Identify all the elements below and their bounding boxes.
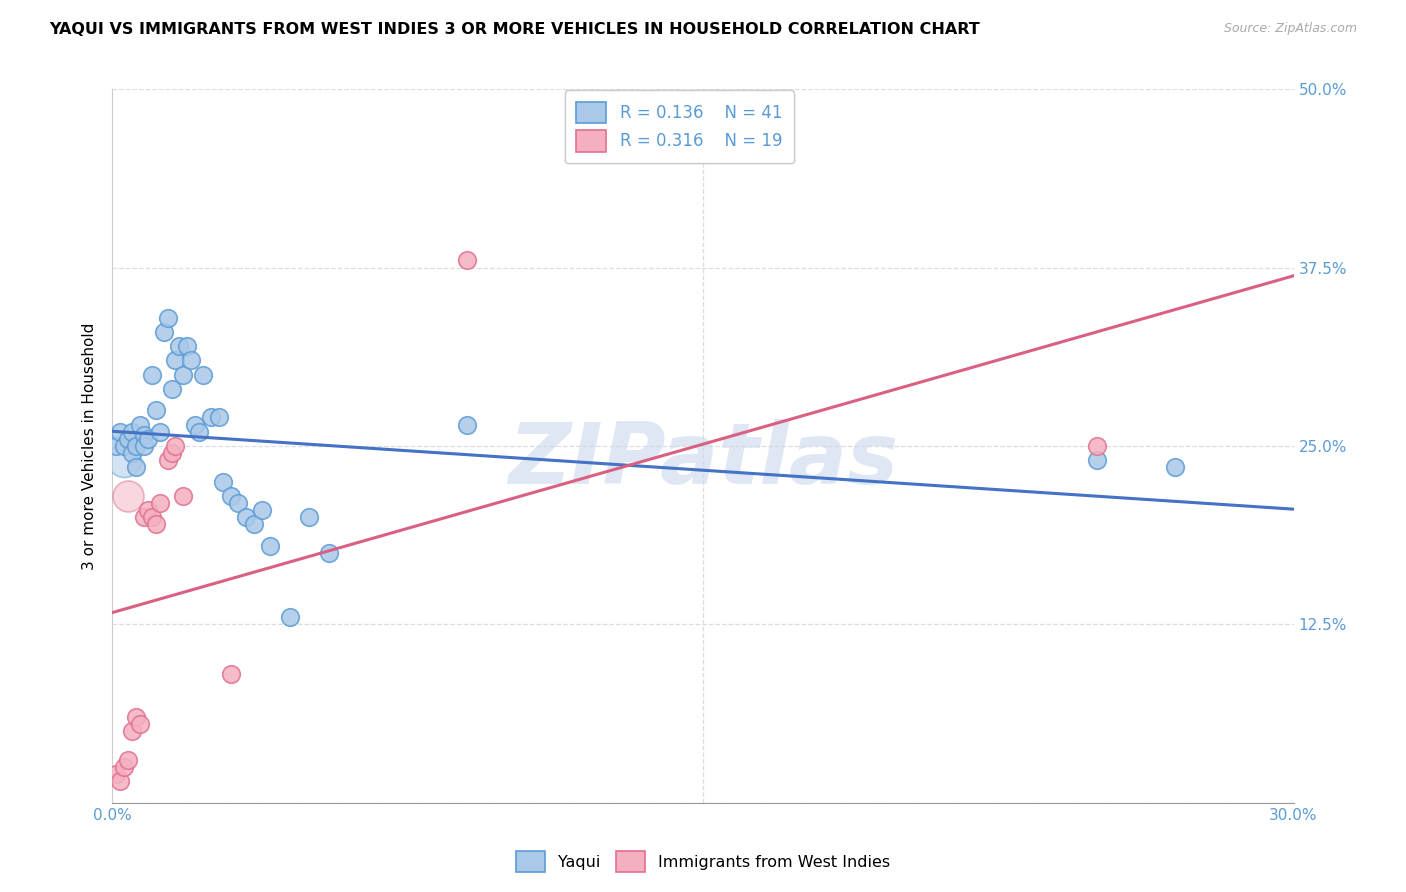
Point [235, 510, 257, 524]
Point [121, 446, 143, 460]
Point [278, 610, 301, 624]
Point [132, 510, 155, 524]
Point [298, 510, 321, 524]
Point [318, 546, 340, 560]
Point [219, 667, 242, 681]
Legend: R = 0.136    N = 41, R = 0.316    N = 19: R = 0.136 N = 41, R = 0.316 N = 19 [565, 90, 794, 163]
Point [125, 460, 148, 475]
Point [117, 489, 139, 503]
Point [121, 724, 143, 739]
Point [250, 503, 273, 517]
Point [132, 427, 155, 442]
Point [188, 425, 211, 439]
Point [1085, 439, 1108, 453]
Point [149, 496, 172, 510]
Point [172, 489, 194, 503]
Point [165, 439, 187, 453]
Point [117, 753, 139, 767]
Point [132, 439, 155, 453]
Point [121, 425, 143, 439]
Point [172, 368, 194, 382]
Point [125, 439, 148, 453]
Point [456, 253, 478, 268]
Point [112, 760, 135, 774]
Point [259, 539, 281, 553]
Point [184, 417, 207, 432]
Point [136, 503, 159, 517]
Point [129, 417, 152, 432]
Point [110, 425, 132, 439]
Point [149, 425, 172, 439]
Point [117, 432, 139, 446]
Point [112, 439, 135, 453]
Point [110, 774, 132, 789]
Point [156, 453, 179, 467]
Point [129, 717, 152, 731]
Point [136, 432, 159, 446]
Point [191, 368, 214, 382]
Point [200, 410, 222, 425]
Point [145, 403, 167, 417]
Point [125, 710, 148, 724]
Legend: Yaqui, Immigrants from West Indies: Yaqui, Immigrants from West Indies [508, 843, 898, 880]
Point [456, 417, 478, 432]
Point [243, 517, 266, 532]
Point [145, 517, 167, 532]
Point [112, 453, 135, 467]
Point [160, 446, 183, 460]
Point [1085, 453, 1108, 467]
Point [180, 353, 202, 368]
Point [169, 339, 191, 353]
Point [105, 767, 128, 781]
Point [141, 368, 163, 382]
Point [208, 410, 231, 425]
Point [228, 496, 250, 510]
Point [141, 510, 163, 524]
Point [165, 353, 187, 368]
Text: Source: ZipAtlas.com: Source: ZipAtlas.com [1223, 22, 1357, 36]
Text: ZIPatlas: ZIPatlas [508, 418, 898, 502]
Point [156, 310, 179, 325]
Text: YAQUI VS IMMIGRANTS FROM WEST INDIES 3 OR MORE VEHICLES IN HOUSEHOLD CORRELATION: YAQUI VS IMMIGRANTS FROM WEST INDIES 3 O… [49, 22, 980, 37]
Point [160, 382, 183, 396]
Point [176, 339, 198, 353]
Point [152, 325, 174, 339]
Point [1164, 460, 1187, 475]
Point [219, 489, 242, 503]
Point [211, 475, 233, 489]
Point [105, 439, 128, 453]
Y-axis label: 3 or more Vehicles in Household: 3 or more Vehicles in Household [82, 322, 97, 570]
